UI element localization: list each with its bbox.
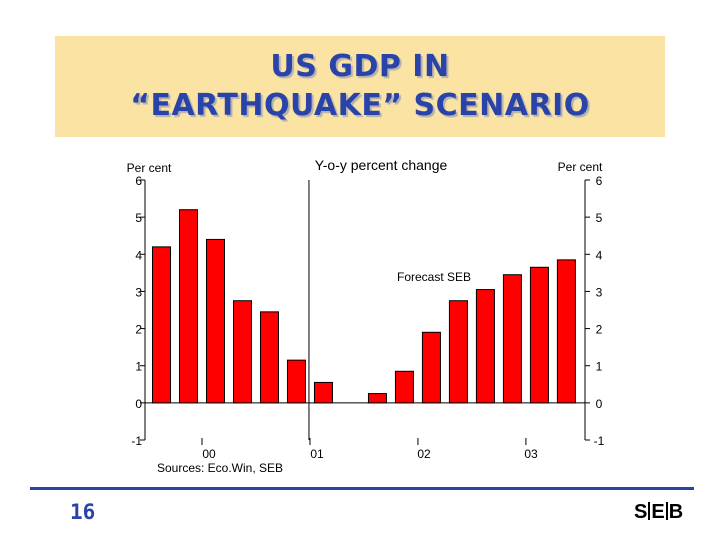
x-tick-label: 01: [310, 447, 324, 461]
right-axis-label: Per cent: [558, 160, 603, 174]
y-tick-label-left: 5: [135, 211, 142, 225]
footer-divider: [30, 487, 694, 490]
y-tick-label-left: 2: [135, 323, 142, 337]
slide-title-line1: US GDP IN: [270, 49, 450, 84]
bar: [232, 300, 252, 404]
x-tick-label: 03: [524, 447, 538, 461]
bar: [394, 370, 414, 404]
bar: [367, 393, 387, 404]
bar: [421, 331, 441, 404]
bar: [529, 266, 549, 404]
slide-title-line2: “EARTHQUAKE” SCENARIO: [130, 88, 590, 123]
y-tick-label-right: 4: [596, 248, 603, 262]
bar: [178, 209, 198, 404]
y-tick-label-left: 6: [135, 174, 142, 188]
bar: [286, 359, 306, 404]
source-note: Sources: Eco.Win, SEB: [157, 461, 283, 475]
y-tick-label-right: 6: [596, 174, 603, 188]
y-tick-label-right: -1: [594, 434, 605, 448]
x-tick-label: 02: [417, 447, 431, 461]
y-tick-label-left: 3: [135, 285, 142, 299]
bar: [259, 311, 279, 404]
y-tick-label-left: -1: [131, 434, 142, 448]
title-banner: US GDP IN “EARTHQUAKE” SCENARIO: [55, 36, 665, 137]
page-number: 16: [70, 500, 96, 524]
bar: [502, 274, 522, 404]
y-tick-label-right: 0: [596, 397, 603, 411]
bar: [448, 300, 468, 404]
forecast-annotation: Forecast SEB: [397, 270, 471, 284]
y-tick-label-right: 5: [596, 211, 603, 225]
bar: [475, 289, 495, 404]
y-tick-label-left: 1: [135, 360, 142, 374]
y-tick-label-right: 2: [596, 323, 603, 337]
y-tick-label-left: 0: [135, 397, 142, 411]
bar: [313, 381, 333, 404]
y-tick-label-right: 1: [596, 360, 603, 374]
bar: [151, 246, 171, 404]
x-tick-label: 00: [202, 447, 216, 461]
y-tick-label-left: 4: [135, 248, 142, 262]
chart-title: Y-o-y percent change: [315, 157, 448, 173]
bar: [205, 238, 225, 404]
bar: [556, 259, 576, 404]
y-tick-label-right: 3: [596, 285, 603, 299]
left-axis-label: Per cent: [127, 161, 172, 175]
